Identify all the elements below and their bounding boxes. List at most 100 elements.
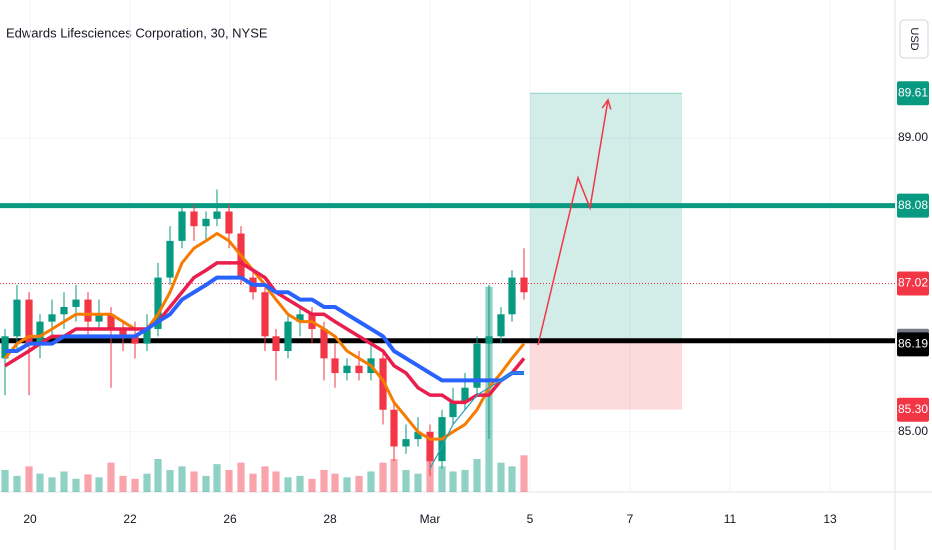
price-label: 88.08 [898,198,928,212]
candle-body [154,277,162,329]
candle-body [48,314,56,322]
x-tick-label: 22 [123,512,137,526]
price-label-box [897,332,929,357]
candle-body [473,343,481,388]
volume-bar [367,471,375,492]
candle-body [225,211,233,234]
x-tick-label: 5 [527,512,534,526]
candle-body [355,365,363,374]
candle-body [119,328,127,337]
candle-body [284,321,292,352]
x-tick-label: 26 [223,512,237,526]
projection-arrow [537,99,609,346]
candle-body [166,240,174,278]
x-tick-label: 28 [323,512,337,526]
candle-body [343,365,351,374]
price-label: 86.19 [898,337,928,351]
candle-body [508,277,516,315]
volume-bar [13,475,21,492]
candle-body [131,336,139,344]
volume-bar [343,477,351,492]
candle-body [95,314,103,322]
volume-bar [308,478,316,492]
arrow-head [601,98,612,110]
price-label-box [897,397,929,422]
candle-body [497,314,505,337]
volume-bar [119,475,127,492]
x-tick-label: 11 [724,512,737,526]
x-tick-label: Mar [420,512,441,526]
position-stop [530,340,682,410]
volume-bar [438,466,446,492]
volume-bar [166,470,174,492]
volume-bar [107,462,115,492]
candle-body [296,314,304,322]
volume-bar [178,466,186,492]
candle-body [461,387,469,403]
candle-body [25,299,33,344]
price-label: 89.61 [898,85,928,99]
moving-average [4,261,526,405]
candle-body [331,358,339,374]
volume-bar [143,473,151,492]
volume-bar [237,462,245,492]
candle-body [402,439,410,447]
price-label: 87.02 [898,276,928,290]
volume-bar [190,471,198,492]
volume-bar [36,473,44,492]
volume-bar [296,475,304,492]
volume-bar [449,471,457,492]
position-target [530,93,682,341]
volume-bar [261,466,269,492]
currency: USD [908,27,920,50]
candle-body [213,211,221,219]
volume-bar [154,459,162,492]
candle-body [143,328,151,344]
volume-bar [213,464,221,492]
candle-body [426,431,434,462]
candle-body [178,211,186,241]
volume-bar [508,466,516,492]
candle-body [84,299,92,322]
volume-bar [414,473,422,492]
candle-body [202,218,210,227]
candle-body [414,431,422,440]
volume-bar [390,459,398,492]
volume-bar [48,477,56,492]
x-tick-label: 13 [823,512,837,526]
volume-bar [355,475,363,492]
candle-body [72,299,80,307]
candle-body [60,306,68,315]
volume-bar [25,466,33,492]
volume-bar [520,455,528,492]
volume-bar [72,478,80,492]
candle-body [13,299,21,337]
candle-body [272,336,280,352]
volume-bar [131,478,139,492]
candle-body [190,211,198,227]
candle-body [107,314,115,329]
candle-body [520,277,528,293]
candle-body [485,336,493,344]
volume-bar [461,470,469,492]
currency-box[interactable] [899,19,929,59]
candle-body [320,328,328,359]
volume-bar [60,471,68,492]
volume-bar [497,462,505,492]
candle-body [379,358,387,410]
x-tick-label: 20 [23,512,37,526]
price-label-box [897,271,929,296]
x-tick-label: 7 [627,512,634,526]
volume-bar [320,470,328,492]
price-label-box [897,193,929,218]
volume-bar [473,459,481,492]
volume-bar [249,473,257,492]
moving-average [429,372,524,469]
moving-average [5,275,524,383]
volume-bar [284,477,292,492]
volume-bar [331,473,339,492]
volume-bar [202,475,210,492]
volume-bar [1,470,9,492]
